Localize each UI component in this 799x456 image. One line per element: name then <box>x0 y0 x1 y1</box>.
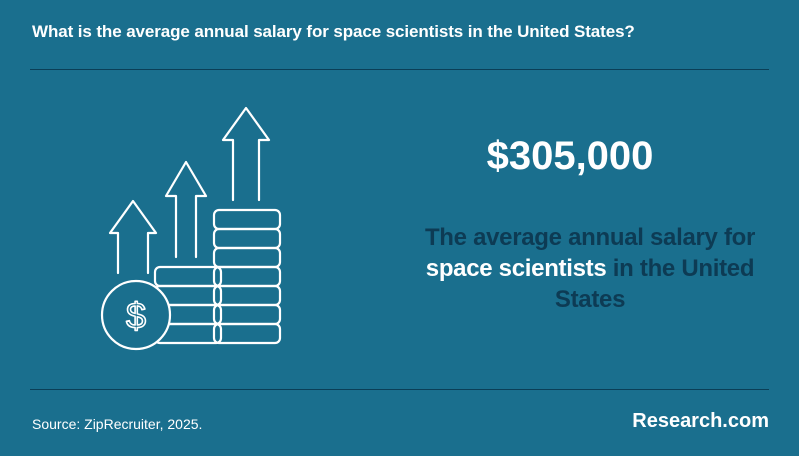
arrow-medium-icon <box>164 160 208 259</box>
caption-highlight: space scientists <box>425 255 607 282</box>
dollar-sign: $ <box>126 295 146 336</box>
salary-caption: The average annual salary for space scie… <box>410 222 770 315</box>
salary-value: $305,000 <box>486 134 654 178</box>
rising-coins-dollar-icon: $ <box>100 106 282 351</box>
bottom-divider <box>30 389 769 390</box>
caption-part-1: The average annual salary for <box>424 224 756 251</box>
top-divider <box>30 69 769 70</box>
caption-part-2: in the United States <box>554 255 755 313</box>
arrow-large-icon <box>221 106 271 202</box>
brand-logo[interactable]: Research.com <box>632 410 769 432</box>
coin-stack-right <box>212 208 282 345</box>
arrow-small-icon <box>108 199 158 275</box>
source-note: Source: ZipRecruiter, 2025. <box>32 416 203 432</box>
dollar-coin-icon <box>100 279 172 351</box>
question-heading: What is the average annual salary for sp… <box>32 22 635 41</box>
